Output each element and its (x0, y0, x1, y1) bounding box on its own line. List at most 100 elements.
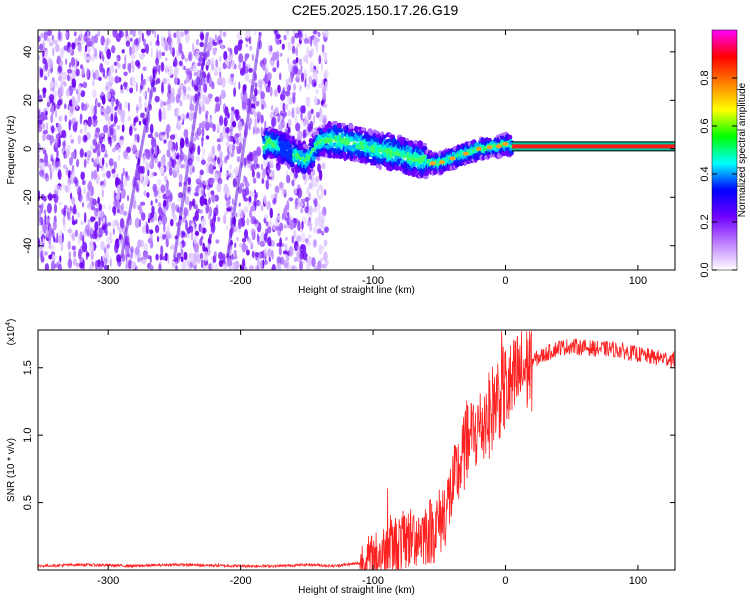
spectrogram-noise-cell (273, 30, 278, 34)
spectrogram-noise-cell (111, 168, 116, 175)
spectrogram-ridge (261, 120, 675, 180)
spectrogram-noise-cell (249, 209, 253, 219)
spectrogram-noise-cell (97, 102, 101, 108)
snr-y-axis-label: SNR (10 * v/v) (6, 438, 17, 502)
spectrogram-noise-cell (78, 250, 82, 258)
spectrogram-noise-cell (103, 178, 107, 188)
spectrogram-noise-cell (242, 258, 246, 268)
spectrogram-noise-cell (126, 156, 130, 161)
spectrogram-noise-cell (320, 79, 324, 88)
spectrogram-noise-cell (65, 153, 67, 159)
spectrogram-noise-cell (48, 235, 52, 240)
spectrogram-noise-cell (243, 205, 249, 214)
spectrogram-noise-cell (40, 230, 43, 237)
spectrogram-noise-cell (227, 256, 231, 267)
spectrogram-noise-cell (299, 85, 302, 92)
spectrogram-noise-cell (165, 238, 169, 248)
spectrogram-noise-cell (308, 75, 313, 84)
spectrogram-noise-cell (253, 155, 258, 165)
spectrogram-noise-cell (185, 219, 188, 231)
spectrogram-noise-cell (63, 81, 67, 87)
spectrogram-noise-cell (125, 40, 131, 47)
spectrogram-noise-cell (307, 110, 312, 121)
spectrogram-noise-cell (313, 182, 319, 188)
spectrogram-noise-cell (90, 35, 96, 45)
spectrogram-noise-cell (92, 72, 96, 80)
spectrogram-noise-cell (324, 226, 329, 233)
spectrogram-noise-cell (292, 93, 296, 104)
spectrogram-noise-cell (311, 169, 316, 176)
spectrogram-noise-cell (117, 189, 121, 201)
spectrogram-noise-cell (254, 87, 258, 97)
spectrogram-noise-cell (238, 137, 244, 143)
spectrogram-noise-cell (112, 30, 118, 38)
spectrogram-noise-cell (173, 58, 178, 68)
spectrogram-noise-cell (256, 265, 260, 270)
spectrogram-noise-cell (161, 256, 167, 261)
spectrogram-noise-cell (42, 223, 47, 234)
spectrogram-noise-cell (267, 226, 272, 234)
spectrogram-noise-cell (259, 240, 265, 247)
spectrogram-noise-cell (150, 171, 155, 178)
spectrogram-noise-cell (65, 167, 69, 176)
spectrogram-noise-cell (125, 260, 129, 268)
spectrogram-noise-cell (199, 252, 204, 260)
spectrogram-noise-cell (84, 136, 87, 141)
spectrogram-noise-cell (202, 147, 206, 156)
spectrogram-noise-cell (233, 109, 238, 115)
spectrogram-noise-cell (43, 76, 48, 81)
spectrogram-noise-cell (319, 107, 323, 117)
spectrogram-noise-cell (282, 102, 286, 113)
x-tick-label: -300 (97, 275, 119, 287)
spectrogram-noise-cell (58, 30, 61, 41)
spectrogram-ridge-cell (263, 153, 268, 160)
spectrogram-noise-cell (102, 157, 105, 166)
spectrogram-noise-cell (146, 30, 152, 36)
spectrogram-noise-cell (233, 87, 237, 97)
spectrogram-noise-cell (282, 87, 285, 96)
spectrogram-noise-cell (64, 31, 69, 39)
spectrogram-noise-cell (184, 57, 189, 62)
spectrogram-noise-cell (270, 60, 274, 68)
spectrogram-noise-cell (264, 260, 268, 265)
spectrogram-noise-cell (118, 227, 123, 235)
spectrogram-noise-cell (183, 207, 188, 218)
spectrogram-noise-cell (229, 265, 232, 270)
spectrogram-noise-cell (71, 117, 77, 125)
spectrogram-ridge-cell (383, 162, 389, 168)
spectrogram-noise-cell (177, 121, 182, 131)
spectrogram-noise-cell (199, 51, 204, 57)
spectrogram-noise-cell (233, 82, 236, 87)
spectrogram-noise-cell (254, 82, 258, 89)
spectrogram-noise-cell (199, 31, 204, 40)
spectrogram-noise-cell (103, 153, 108, 158)
spectrogram-noise-cell (294, 114, 298, 124)
spectrogram-noise-cell (70, 192, 73, 200)
spectrogram-noise-cell (101, 146, 105, 152)
spectrogram-noise-cell (158, 263, 162, 270)
spectrogram-noise-cell (96, 164, 100, 173)
spectrogram-noise-cell (50, 229, 55, 238)
spectrogram-noise-cell (142, 225, 147, 235)
spectrogram-noise-cell (152, 65, 158, 76)
spectrogram-noise-cell (158, 108, 162, 120)
spectrogram-noise-cell (207, 242, 211, 250)
spectrogram-noise-cell (238, 243, 243, 248)
spectrogram-noise-cell (228, 198, 231, 206)
spectrogram-noise-cell (222, 80, 227, 85)
spectrogram-noise-cell (145, 149, 151, 160)
spectrogram-noise-cell (85, 224, 90, 234)
spectrogram-noise-cell (142, 66, 147, 72)
spectrogram-noise-cell (38, 123, 42, 128)
spectrogram-noise-cell (109, 127, 114, 136)
spectrogram-noise-cell (122, 210, 128, 216)
spectrogram-ridge-peak (462, 151, 469, 156)
spectrogram-noise-cell (236, 155, 241, 163)
spectrogram-noise-cell (308, 234, 312, 239)
spectrogram-noise-cell (73, 31, 77, 37)
spectrogram-noise-cell (214, 34, 217, 42)
spectrogram-noise-cell (38, 190, 41, 202)
colorbar-tick-label: 0.0 (699, 262, 711, 277)
spectrogram-noise-cell (156, 178, 162, 186)
